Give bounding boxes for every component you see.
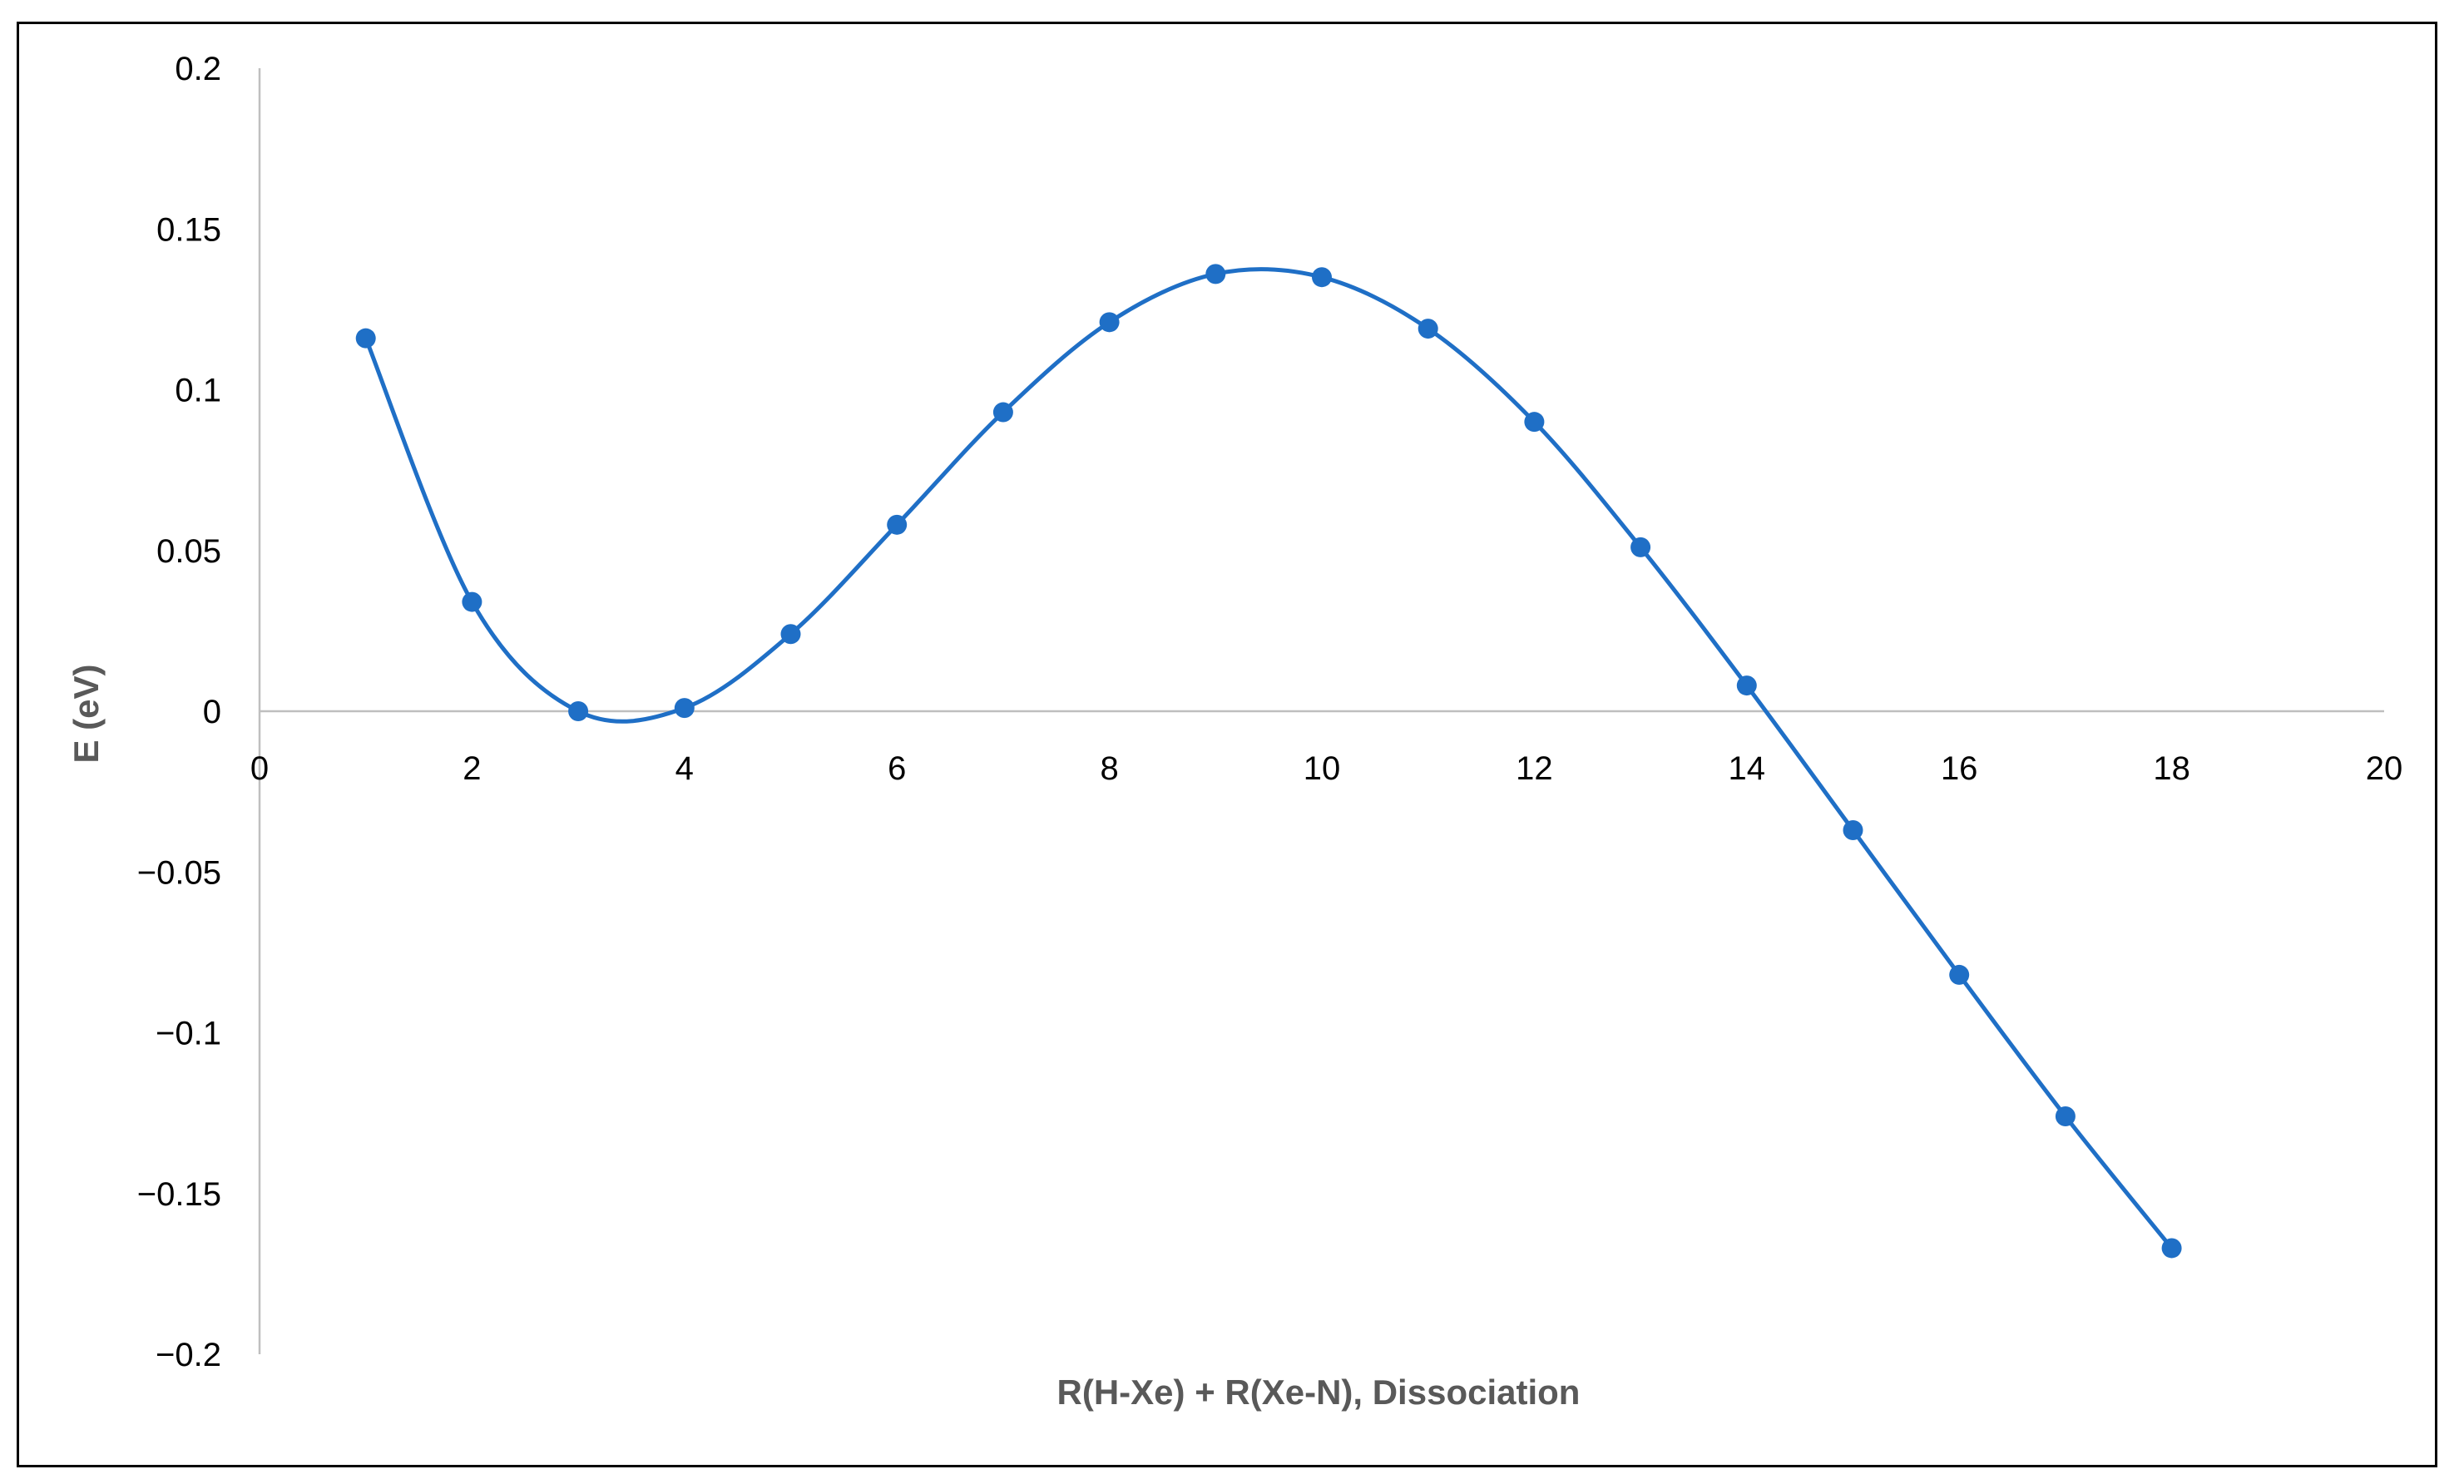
series-lines [364,267,2174,1250]
x-tick-label: 4 [675,750,694,787]
y-tick-labels: 0.2 0.15 0.1 0.05 0 −0.05 −0.1 −0.15 −0.2 [137,51,221,1373]
y-tick-label: −0.15 [137,1176,221,1213]
x-tick-label: 2 [463,750,481,787]
chart-frame [17,22,2437,1467]
data-point [2055,1106,2076,1126]
data-point [568,701,589,721]
x-tick-label: 8 [1100,750,1118,787]
x-tick-label: 6 [888,750,906,787]
data-point [1312,267,1332,288]
x-tick-label: 16 [1941,750,1978,787]
x-axis-title: R(H-Xe) + R(Xe-N), Dissociation [1057,1373,1581,1412]
series-points [355,264,2182,1259]
x-tick-label: 14 [1729,750,1766,787]
y-tick-label: 0 [203,694,221,730]
data-point [1630,537,1651,557]
y-tick-label: 0.15 [156,211,221,248]
data-point [992,402,1013,423]
y-tick-label: 0.1 [175,373,221,409]
data-point [462,591,482,612]
data-point [1843,820,1863,841]
x-tick-label: 0 [250,750,269,787]
data-point [1949,964,1970,985]
data-point [355,328,376,349]
data-point [1205,264,1226,284]
x-tick-label: 10 [1304,750,1341,787]
data-point [780,624,801,645]
data-point [1418,319,1438,339]
data-point [1736,675,1757,696]
data-point [887,514,908,535]
series-line [364,267,2174,1250]
x-tick-label: 12 [1516,750,1553,787]
x-tick-label: 20 [2366,750,2403,787]
data-point [1524,412,1545,433]
axes [258,68,2384,1354]
data-point [674,698,695,719]
y-tick-label: 0.05 [156,533,221,570]
y-tick-label: −0.2 [156,1337,221,1373]
y-tick-label: −0.1 [156,1016,221,1052]
y-axis-title: E (eV) [67,664,106,763]
data-point [1099,312,1120,333]
x-tick-labels: 0 2 4 6 8 10 12 14 16 18 20 [250,750,2402,787]
x-tick-label: 18 [2153,750,2190,787]
data-point [2161,1238,2182,1259]
y-tick-label: 0.2 [175,51,221,87]
y-tick-label: −0.05 [137,854,221,891]
